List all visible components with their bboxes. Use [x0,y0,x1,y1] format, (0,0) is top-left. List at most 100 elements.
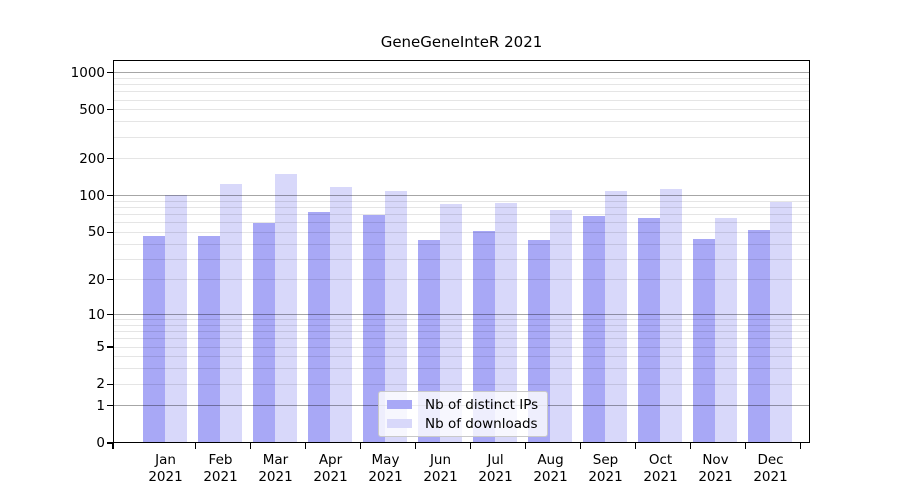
x-tick-mark [634,443,637,449]
bar [770,201,792,443]
bar [550,210,572,443]
legend-item: Nb of distinct IPs [387,397,539,413]
plot-area: Nb of distinct IPs Nb of downloads [113,60,810,443]
legend: Nb of distinct IPs Nb of downloads [378,391,548,437]
bar [693,239,715,443]
x-tick-mark [469,443,472,449]
y-tick-label: 50 [87,224,105,241]
gridline [113,356,810,358]
y-tick-mark [107,405,113,407]
x-tick-label: Jan 2021 [148,452,183,485]
x-tick-mark [689,443,692,449]
y-tick-mark [107,279,113,281]
gridline [113,222,810,224]
x-tick-mark [112,443,114,449]
x-tick-mark [799,443,802,449]
legend-swatch [387,399,412,410]
y-tick-label: 100 [79,187,105,204]
y-tick-mark [107,313,113,316]
y-tick-label: 1000 [70,64,105,81]
gridline [113,324,810,326]
y-tick-label: 0 [96,435,105,451]
gridline [113,207,810,208]
bar [495,203,517,443]
x-tick-label: May 2021 [368,452,403,485]
gridline [113,258,810,260]
legend-label: Nb of distinct IPs [425,396,539,413]
legend-swatch [387,418,412,429]
x-tick-label: Dec 2021 [753,452,788,485]
gridline [113,331,810,332]
bar [440,203,462,443]
gridline [113,200,810,202]
bar [638,218,660,443]
x-tick-label: Mar 2021 [258,452,293,485]
x-tick-mark [744,443,747,449]
x-tick-mark [194,443,197,449]
x-tick-mark [304,443,307,449]
bar [253,222,275,443]
y-tick-label: 2 [96,376,105,393]
legend-item: Nb of downloads [387,416,539,432]
bar [275,174,297,443]
gridline [113,338,810,340]
x-tick-label: Oct 2021 [643,452,678,485]
gridline [113,91,810,93]
y-tick-label: 20 [87,271,105,288]
x-tick-mark [524,443,527,449]
y-tick-label: 1 [96,397,105,414]
gridline [113,319,810,321]
bar [748,230,770,443]
bar [308,212,330,443]
y-tick-mark [107,231,113,233]
bar [363,214,385,443]
gridline [113,368,810,370]
gridline [113,279,810,281]
x-tick-label: Jun 2021 [423,452,458,485]
gridline [113,136,810,138]
gridline [113,243,810,245]
bar [473,231,495,443]
gridline [113,77,810,79]
chart-title: GeneGeneInteR 2021 [380,33,543,51]
grid-layer [113,60,810,443]
gridline [113,231,810,233]
bar [660,189,682,443]
bar [385,190,407,443]
gridline [113,84,810,86]
x-tick-label: Nov 2021 [698,452,733,485]
bar [583,216,605,443]
bar [165,195,187,443]
y-tick-mark [107,109,113,111]
y-tick-mark [107,442,113,444]
gridline [113,72,810,74]
gridline [113,314,810,315]
gridline [113,346,810,348]
y-tick-label: 500 [79,101,105,118]
y-tick-label: 10 [87,306,105,323]
gridline [113,121,810,123]
y-tick-mark [107,158,113,160]
legend-label: Nb of downloads [425,415,538,432]
y-tick-mark [107,383,113,385]
y-tick-mark [107,72,113,74]
x-tick-mark [414,443,417,449]
bar [220,183,242,443]
x-tick-label: Apr 2021 [313,452,348,485]
bars-layer [113,60,810,443]
gridline [113,195,810,197]
x-tick-mark [579,443,582,449]
x-tick-mark [249,443,252,449]
gridline [113,158,810,160]
x-tick-label: Jul 2021 [478,452,513,485]
bar [715,218,737,443]
gridline [113,99,810,101]
y-tick-label: 200 [79,150,105,167]
y-tick-label: 5 [96,339,105,355]
gridline [113,109,810,111]
x-tick-label: Aug 2021 [533,452,568,485]
bar [198,235,220,443]
x-tick-mark [359,443,362,449]
x-tick-label: Feb 2021 [203,452,238,485]
